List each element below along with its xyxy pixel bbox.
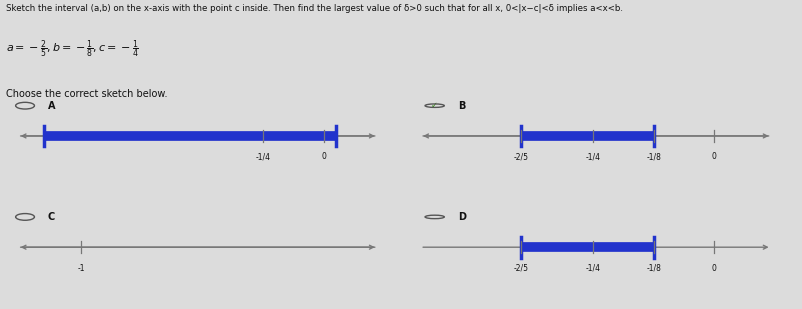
Text: -2/5: -2/5 bbox=[514, 152, 529, 161]
Text: A: A bbox=[47, 101, 55, 111]
Text: -1: -1 bbox=[77, 264, 85, 273]
Text: D: D bbox=[458, 212, 466, 222]
Text: Sketch the interval (a,b) on the x-axis with the point c inside. Then find the l: Sketch the interval (a,b) on the x-axis … bbox=[6, 4, 623, 13]
Text: $a=-\frac{2}{5}, b=-\frac{1}{8}, c=-\frac{1}{4}$: $a=-\frac{2}{5}, b=-\frac{1}{8}, c=-\fra… bbox=[6, 39, 140, 60]
Text: 0: 0 bbox=[711, 152, 716, 161]
Text: B: B bbox=[458, 101, 465, 111]
Text: ✓: ✓ bbox=[431, 101, 438, 110]
Text: -2/5: -2/5 bbox=[514, 264, 529, 273]
Text: 0: 0 bbox=[322, 152, 326, 161]
Text: -1/8: -1/8 bbox=[646, 152, 661, 161]
Text: C: C bbox=[47, 212, 55, 222]
Text: -1/4: -1/4 bbox=[586, 264, 601, 273]
Text: Choose the correct sketch below.: Choose the correct sketch below. bbox=[6, 89, 168, 99]
Text: -1/8: -1/8 bbox=[646, 264, 661, 273]
Text: 0: 0 bbox=[711, 264, 716, 273]
Text: -1/4: -1/4 bbox=[586, 152, 601, 161]
Text: -1/4: -1/4 bbox=[256, 152, 271, 161]
